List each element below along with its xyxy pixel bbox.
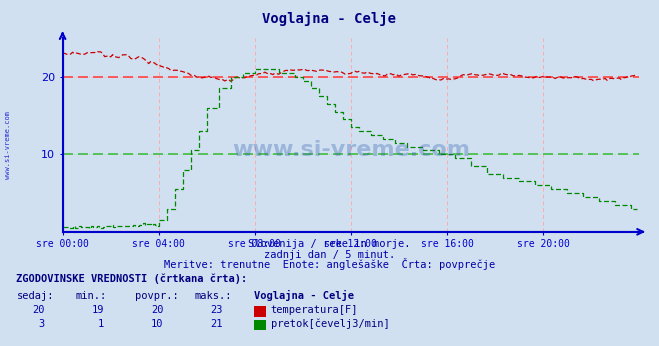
Text: sedaj:: sedaj: — [16, 291, 54, 301]
Text: 21: 21 — [210, 319, 223, 329]
Text: 3: 3 — [39, 319, 45, 329]
Text: Voglajna - Celje: Voglajna - Celje — [262, 12, 397, 26]
Text: povpr.:: povpr.: — [135, 291, 179, 301]
Text: temperatura[F]: temperatura[F] — [271, 305, 358, 315]
Text: Slovenija / reke in morje.: Slovenija / reke in morje. — [248, 239, 411, 249]
Text: 1: 1 — [98, 319, 104, 329]
Text: pretok[čevelj3/min]: pretok[čevelj3/min] — [271, 318, 389, 329]
Text: Meritve: trenutne  Enote: anglešaške  Črta: povprečje: Meritve: trenutne Enote: anglešaške Črta… — [164, 258, 495, 270]
Text: 23: 23 — [210, 305, 223, 315]
Text: www.si-vreme.com: www.si-vreme.com — [5, 111, 11, 179]
Text: min.:: min.: — [76, 291, 107, 301]
Text: 19: 19 — [92, 305, 104, 315]
Text: www.si-vreme.com: www.si-vreme.com — [232, 140, 470, 161]
Text: maks.:: maks.: — [194, 291, 232, 301]
Text: 20: 20 — [32, 305, 45, 315]
Text: 10: 10 — [151, 319, 163, 329]
Text: 20: 20 — [151, 305, 163, 315]
Text: zadnji dan / 5 minut.: zadnji dan / 5 minut. — [264, 250, 395, 260]
Text: Voglajna - Celje: Voglajna - Celje — [254, 290, 354, 301]
Text: ZGODOVINSKE VREDNOSTI (črtkana črta):: ZGODOVINSKE VREDNOSTI (črtkana črta): — [16, 273, 248, 284]
